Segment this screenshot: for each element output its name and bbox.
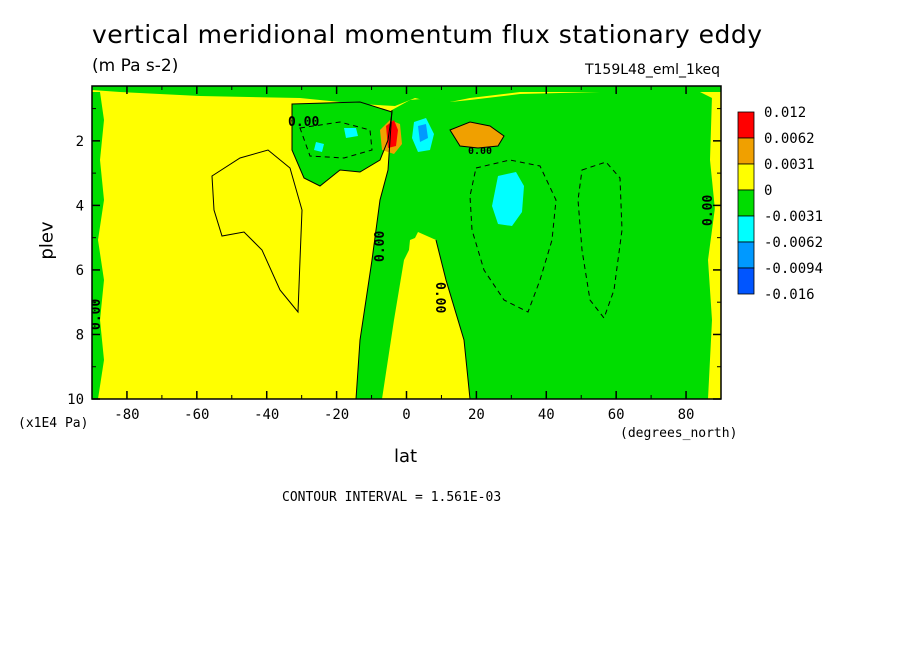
contour-label-7: 0.00 <box>468 146 492 157</box>
contour-lines <box>211 101 505 399</box>
field-orange-north-tropics <box>450 122 504 148</box>
contour-label-6: 0.00 <box>701 195 716 226</box>
contour-dashed-south <box>299 121 373 159</box>
x-tick-label: -20 <box>324 407 349 423</box>
field-negative-top-band <box>92 86 721 106</box>
contour-zero-north <box>435 239 471 399</box>
x-tick-label: -80 <box>114 407 139 423</box>
y-axis-units: (x1E4 Pa) <box>18 416 89 431</box>
colorbar-swatch <box>737 189 755 217</box>
chart-units: (m Pa s-2) <box>92 56 179 76</box>
field-negative-south-tropics <box>292 102 392 186</box>
x-tick-label: 20 <box>468 407 485 423</box>
y-tick-label: 6 <box>76 263 84 279</box>
colorbar-label: 0.012 <box>764 105 806 121</box>
contour-label-5: 0.00 <box>89 299 104 330</box>
colorbar: 0.012 0.0062 0.0031 0 -0.0031 -0.0062 -0.0094 -… <box>737 105 823 303</box>
x-tick-label: 0 <box>402 407 410 423</box>
contour-label-4: 0.00 <box>81 193 96 224</box>
x-tick-label: 60 <box>608 407 625 423</box>
colorbar-swatch <box>737 111 755 139</box>
x-axis-label: lat <box>394 446 418 467</box>
x-axis-units: (degrees_north) <box>620 426 738 441</box>
field-negative-south-edge <box>92 92 104 399</box>
contour-label-group: 0.00 0.00 0.00 0.00 0.00 0.00 0.00 <box>81 115 716 330</box>
field-positive-north-pocket <box>710 96 721 399</box>
colorbar-label: 0.0031 <box>764 157 815 173</box>
field-positive-equator-wedge <box>398 236 450 399</box>
field-red-core <box>386 120 398 148</box>
axes: -80 -60 -40 -20 0 20 40 60 80 2 4 6 8 10 <box>67 86 722 423</box>
contour-dashed-north-subtropics <box>469 159 557 313</box>
colorbar-label: -0.0094 <box>764 261 823 277</box>
colorbar-label: 0 <box>764 183 772 199</box>
colorbar-label: 0.0062 <box>764 131 815 147</box>
colorbar-swatch <box>737 137 755 165</box>
colorbar-swatch <box>737 267 755 295</box>
x-tick-label: -60 <box>184 407 209 423</box>
field-cyan-north-subtropics <box>492 172 524 226</box>
x-tick-label: -40 <box>254 407 279 423</box>
contour-south-positive <box>211 149 303 314</box>
chart-title: vertical meridional momentum flux statio… <box>92 20 763 49</box>
x-tick-label: 40 <box>538 407 555 423</box>
field-cyan-south-spot <box>314 142 324 152</box>
contour-north-tropics <box>449 121 505 149</box>
dataset-label: T159L48_eml_1keq <box>584 62 720 78</box>
field-blue-equator-core <box>418 124 428 142</box>
contour-interval: CONTOUR INTERVAL = 1.561E-03 <box>282 490 502 505</box>
contour-zero-south <box>291 101 393 187</box>
colorbar-swatch <box>737 241 755 269</box>
colorbar-label: -0.016 <box>764 287 815 303</box>
contour-dashed-lines <box>299 121 623 320</box>
contour-label-2: 0.00 <box>373 231 388 262</box>
contour-label-3: 0.00 <box>432 282 447 313</box>
colorbar-label: -0.0031 <box>764 209 823 225</box>
y-tick-label: 4 <box>76 198 84 214</box>
colorbar-swatch <box>737 215 755 243</box>
plot-area: 0.00 0.00 0.00 0.00 0.00 0.00 0.00 <box>81 86 721 399</box>
contour-label-1: 0.00 <box>288 115 319 130</box>
field-cyan-south-small <box>344 128 358 138</box>
colorbar-label: -0.0062 <box>764 235 823 251</box>
y-tick-label: 2 <box>76 134 84 150</box>
contour-dashed-north-mid <box>577 161 623 320</box>
y-tick-label: 8 <box>76 327 84 343</box>
colorbar-swatch <box>737 163 755 191</box>
field-negative-equator-column <box>356 92 716 399</box>
x-tick-label: 80 <box>678 407 695 423</box>
y-tick-label: 10 <box>67 392 84 408</box>
contour-zero-column <box>355 109 393 399</box>
